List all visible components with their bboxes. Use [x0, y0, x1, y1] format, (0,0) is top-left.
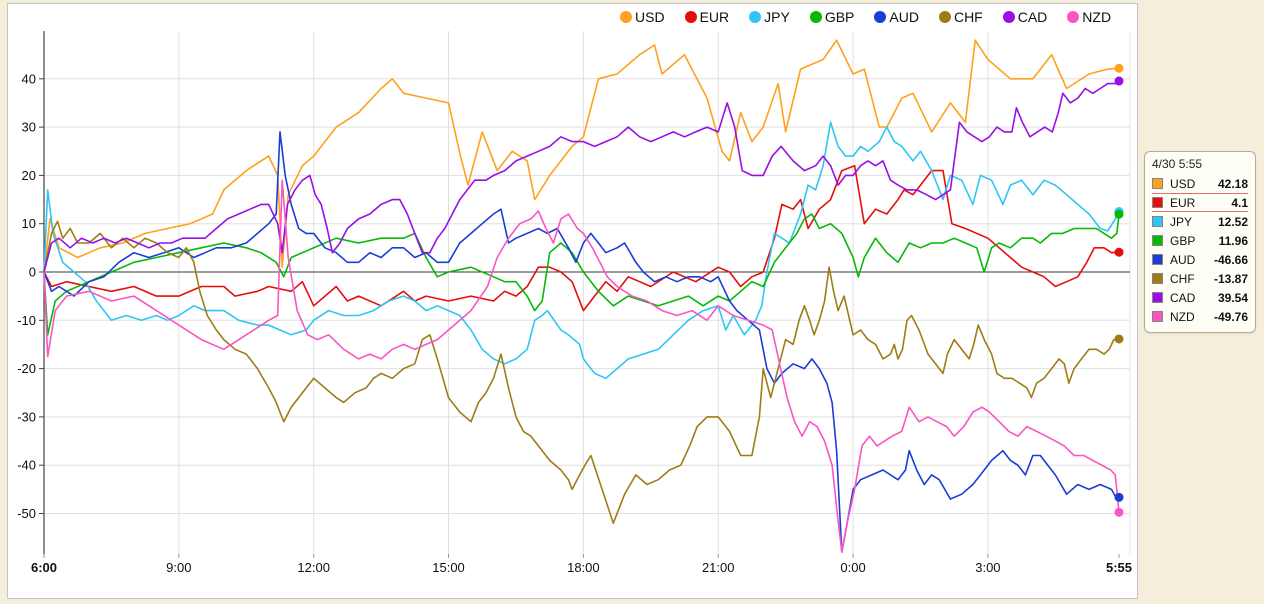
legend-item-EUR[interactable]: EUR	[684, 9, 730, 25]
legend-dot-icon	[749, 11, 762, 23]
currency-value: 12.52	[1217, 214, 1248, 229]
currency-value: 42.18	[1217, 176, 1248, 191]
currency-swatch-icon	[1152, 235, 1163, 246]
tooltip-row-EUR: EUR 4.1	[1152, 193, 1248, 212]
legend-dot-icon	[1067, 11, 1080, 23]
legend-label: AUD	[889, 9, 919, 25]
tooltip-timestamp: 4/30 5:55	[1152, 157, 1203, 171]
legend-label: CHF	[953, 9, 983, 25]
currency-swatch-icon	[1152, 197, 1163, 208]
tooltip-row-USD: USD 42.18	[1152, 174, 1248, 193]
x-tick-label: 5:55	[1106, 560, 1132, 575]
legend-dot-icon	[1002, 11, 1015, 23]
currency-value: 4.1	[1231, 195, 1248, 210]
currency-label: GBP	[1170, 233, 1196, 248]
legend-dot-icon	[938, 11, 951, 23]
series-endpoint-NZD	[1114, 507, 1124, 517]
series-line-USD	[43, 39, 1120, 273]
series-endpoint-EUR	[1114, 247, 1124, 257]
legend-item-JPY[interactable]: JPY	[749, 9, 790, 25]
series-line-GBP	[43, 213, 1120, 336]
legend-dot-icon	[684, 11, 697, 23]
series-line-AUD	[43, 131, 1120, 553]
currency-label: USD	[1170, 176, 1196, 191]
legend-label: EUR	[699, 9, 730, 25]
currency-value: -49.76	[1213, 309, 1248, 324]
currency-label: AUD	[1170, 252, 1196, 267]
x-tick-label: 18:00	[567, 560, 600, 575]
y-tick-label: -10	[17, 313, 36, 328]
tooltip-row-AUD: AUD -46.66	[1152, 250, 1248, 269]
currency-label: NZD	[1170, 309, 1195, 324]
series-line-NZD	[43, 179, 1120, 553]
x-tick-label: 3:00	[975, 560, 1000, 575]
currency-swatch-icon	[1152, 178, 1163, 189]
series-endpoint-USD	[1114, 63, 1124, 73]
currency-label: EUR	[1170, 195, 1196, 210]
y-tick-label: 10	[22, 216, 36, 231]
y-tick-label: -50	[17, 506, 36, 521]
legend-label: NZD	[1082, 9, 1112, 25]
y-tick-label: 0	[29, 265, 36, 280]
series-endpoint-CAD	[1114, 76, 1124, 86]
x-tick-label: 15:00	[432, 560, 465, 575]
currency-swatch-icon	[1152, 216, 1163, 227]
y-tick-label: -20	[17, 361, 36, 376]
legend-label: CAD	[1017, 9, 1048, 25]
tooltip-row-CHF: CHF -13.87	[1152, 269, 1248, 288]
currency-swatch-icon	[1152, 273, 1163, 284]
currency-label: CHF	[1170, 271, 1195, 286]
series-line-EUR	[43, 164, 1120, 312]
legend-label: JPY	[764, 9, 790, 25]
currency-label: JPY	[1170, 214, 1193, 229]
y-tick-label: 30	[22, 120, 36, 135]
legend-dot-icon	[809, 11, 822, 23]
legend-item-AUD[interactable]: AUD	[874, 9, 919, 25]
currency-swatch-icon	[1152, 311, 1163, 322]
series-endpoint-CHF	[1114, 334, 1124, 344]
tooltip-row-NZD: NZD -49.76	[1152, 307, 1248, 326]
currency-value: -13.87	[1213, 271, 1248, 286]
legend-item-GBP[interactable]: GBP	[809, 9, 855, 25]
legend-dot-icon	[620, 11, 632, 23]
currency-value: 39.54	[1217, 290, 1248, 305]
series-line-JPY	[43, 121, 1120, 380]
legend-dot-icon	[874, 11, 887, 23]
y-tick-label: 20	[22, 168, 36, 183]
tooltip-row-GBP: GBP 11.96	[1152, 231, 1248, 250]
y-tick-label: -40	[17, 458, 36, 473]
y-tick-label: 40	[22, 71, 36, 86]
legend-item-CAD[interactable]: CAD	[1002, 9, 1048, 25]
legend-label: GBP	[824, 9, 855, 25]
currency-value: 11.96	[1218, 233, 1248, 248]
x-tick-label: 12:00	[297, 560, 330, 575]
legend-item-NZD[interactable]: NZD	[1067, 9, 1111, 25]
currency-value: -46.66	[1213, 252, 1248, 267]
x-tick-label: 6:00	[31, 560, 57, 575]
strength-line-chart[interactable]: 40 30 20 10 0 -10 -20 -30 -40 -50 6:00 9:00 12:00 15:…	[8, 4, 1137, 598]
crosshair-tooltip-panel: 4/30 5:55 USD 42.18 EUR 4.1 JPY 12.52 GBP 11.96…	[1144, 151, 1256, 333]
series-line-CAD	[43, 80, 1120, 273]
legend-label: USD	[635, 9, 665, 25]
series-endpoint-AUD	[1114, 492, 1124, 502]
chart-panel: 40 30 20 10 0 -10 -20 -30 -40 -50 6:00 9:00 12:00 15:…	[7, 3, 1138, 599]
x-tick-label: 9:00	[166, 560, 191, 575]
x-tick-label: 21:00	[702, 560, 735, 575]
currency-swatch-icon	[1152, 292, 1163, 303]
legend-item-USD[interactable]: USD	[620, 9, 665, 25]
currency-swatch-icon	[1152, 254, 1163, 265]
series-endpoint-GBP	[1114, 209, 1124, 219]
legend-item-CHF[interactable]: CHF	[938, 9, 983, 25]
tooltip-row-CAD: CAD 39.54	[1152, 288, 1248, 307]
chart-legend: USD EUR JPY GBP AUD CHF CAD NZD	[620, 9, 1131, 25]
y-tick-label: -30	[17, 409, 36, 424]
currency-label: CAD	[1170, 290, 1196, 305]
x-tick-label: 0:00	[840, 560, 865, 575]
series-line-CHF	[43, 220, 1120, 525]
tooltip-rows: USD 42.18 EUR 4.1 JPY 12.52 GBP 11.96 AUD -46.66 C…	[1152, 174, 1248, 326]
tooltip-row-JPY: JPY 12.52	[1152, 212, 1248, 231]
